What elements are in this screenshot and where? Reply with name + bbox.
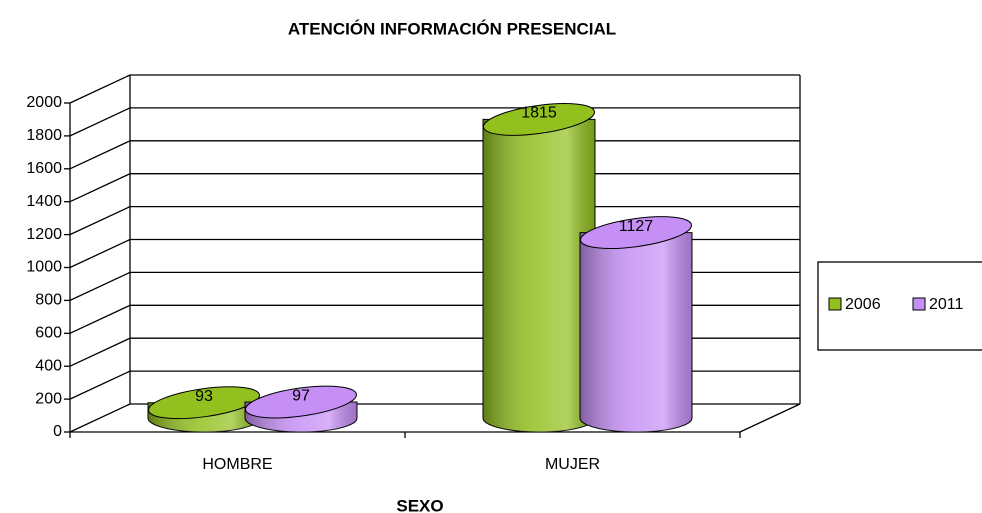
x-axis-label: SEXO (396, 496, 443, 513)
y-tick-label: 800 (35, 292, 62, 309)
x-tick-label: HOMBRE (202, 456, 272, 473)
legend-label: 2006 (845, 296, 881, 313)
data-label: 93 (195, 388, 213, 405)
grid-line-side (69, 74, 131, 104)
cylinder (579, 216, 693, 433)
y-tick-label: 2000 (26, 94, 62, 111)
y-tick-label: 600 (35, 325, 62, 342)
grid-line-side (69, 304, 131, 334)
legend-swatch (912, 297, 926, 311)
legend-label: 2011 (929, 296, 964, 313)
cylinder-top (245, 385, 357, 419)
cylinder-shade (483, 119, 595, 433)
legend: 2006 2011 (817, 261, 982, 351)
data-label: 1127 (619, 218, 654, 235)
grid-line-side (69, 173, 131, 203)
y-tick-label: 400 (35, 357, 62, 374)
legend-box (817, 261, 982, 351)
grid-line-side (69, 370, 131, 400)
chart-title: ATENCIÓN INFORMACIÓN PRESENCIAL (288, 19, 616, 38)
cylinder-top (483, 103, 595, 136)
cylinder-top (148, 386, 260, 420)
y-tick-label: 200 (35, 390, 62, 407)
y-tick-label: 1000 (26, 259, 62, 276)
grid-line-side (69, 337, 131, 367)
y-tick-label: 1600 (26, 160, 62, 177)
grid-line-side (69, 238, 131, 269)
grid-line-side (69, 140, 131, 170)
cylinder (482, 103, 596, 433)
legend-swatch (828, 297, 842, 311)
data-label: 97 (292, 387, 310, 404)
grid-line-side (69, 206, 131, 236)
floor-edge (739, 403, 801, 433)
cylinder-shade (580, 232, 692, 432)
y-tick-label: 0 (53, 423, 62, 440)
y-tick-label: 1400 (26, 193, 62, 210)
grid-line-side (69, 107, 131, 137)
grid-line-side (69, 271, 131, 301)
x-tick-label: MUJER (545, 456, 600, 473)
y-tick-label: 1800 (26, 127, 62, 144)
cylinder (147, 386, 261, 433)
cylinder-top (580, 216, 692, 250)
data-label: 1815 (521, 105, 557, 122)
cylinder (244, 385, 358, 433)
y-tick-label: 1200 (26, 226, 62, 243)
grid-line-side (69, 403, 131, 433)
